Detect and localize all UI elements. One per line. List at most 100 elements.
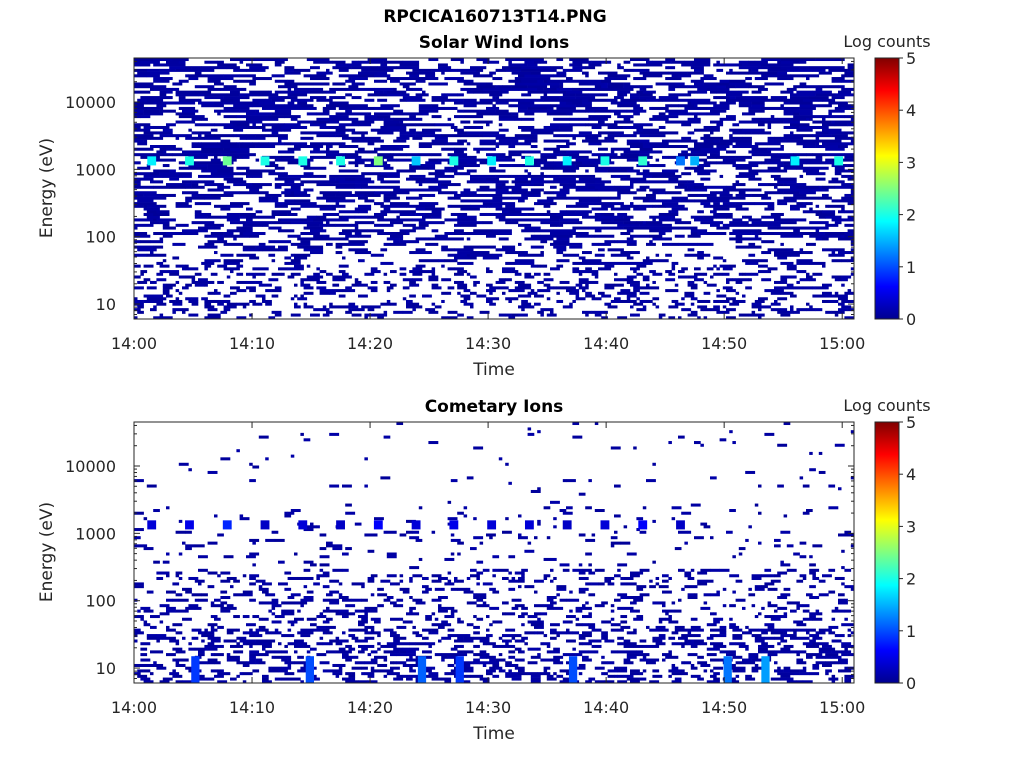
heatmap-cell	[322, 313, 330, 317]
heatmap-cell	[338, 106, 356, 110]
heatmap-cell	[278, 136, 288, 140]
heatmap-cell	[236, 280, 247, 284]
heatmap-cell	[134, 672, 141, 676]
heatmap-cell	[447, 93, 458, 97]
heatmap-cell	[201, 593, 208, 597]
heatmap-cell	[409, 166, 429, 170]
heatmap-cell	[498, 313, 506, 317]
heatmap-cell	[815, 308, 823, 312]
heatmap-cell	[303, 661, 308, 665]
heatmap-cell	[278, 85, 298, 89]
heatmap-cell	[566, 161, 583, 165]
heatmap-cell	[332, 544, 343, 548]
heatmap-cell	[505, 58, 522, 62]
heatmap-cell	[322, 585, 330, 589]
heatmap-cell	[172, 639, 180, 643]
heatmap-cell	[550, 631, 557, 635]
heatmap-cell	[511, 104, 532, 108]
heatmap-cell	[274, 63, 282, 67]
heatmap-cell	[505, 628, 516, 632]
heatmap-cell	[630, 283, 640, 287]
heatmap-cell	[354, 226, 359, 230]
heatmap-cell	[556, 251, 564, 255]
heatmap-cell	[508, 153, 522, 157]
heatmap-cell	[774, 609, 778, 613]
heatmap-cell	[489, 71, 496, 75]
heatmap-cell	[569, 590, 573, 594]
heatmap-cell	[274, 202, 285, 206]
heatmap-cell	[754, 653, 759, 657]
heatmap-cell	[396, 234, 404, 238]
heatmap-cell	[418, 153, 432, 157]
heatmap-cell	[345, 109, 352, 113]
heatmap-cell	[290, 677, 301, 681]
heatmap-cell	[201, 674, 205, 678]
heatmap-cell	[294, 207, 301, 211]
heatmap-cell	[281, 634, 285, 638]
heatmap-cell	[569, 232, 589, 236]
heatmap-cell	[742, 128, 762, 132]
heatmap-cell	[463, 639, 474, 643]
heatmap-cell	[652, 191, 660, 195]
heatmap-cell	[319, 204, 327, 208]
heatmap-cell	[441, 677, 452, 681]
heatmap-cell	[636, 164, 653, 168]
heatmap-cell	[806, 275, 813, 279]
heatmap-cell	[162, 145, 176, 149]
heatmap-cell	[329, 639, 340, 643]
heatmap-cell	[354, 169, 359, 173]
heatmap-cell	[204, 316, 212, 320]
heatmap-cell	[358, 123, 372, 127]
heatmap-cell	[226, 628, 237, 632]
heatmap-cell	[450, 212, 468, 216]
heatmap-cell	[431, 98, 452, 102]
heatmap-cell	[690, 90, 695, 94]
heatmap-cell	[822, 644, 832, 648]
heatmap-cell	[646, 644, 653, 648]
heatmap-cell	[150, 145, 164, 149]
heatmap-cell	[511, 188, 528, 192]
heatmap-cell	[850, 191, 855, 195]
heatmap-cell	[812, 120, 832, 124]
heatmap-cell	[719, 101, 736, 105]
heatmap-cell	[495, 85, 500, 89]
heatmap-cell	[322, 90, 327, 94]
heatmap-cell	[214, 204, 228, 208]
heatmap-cell	[146, 658, 151, 662]
heatmap-cell	[575, 96, 596, 100]
heatmap-cell	[188, 299, 199, 303]
heatmap-cell	[335, 642, 343, 646]
heatmap-cell	[374, 191, 391, 195]
heatmap-cell	[844, 680, 852, 684]
heatmap-cell	[441, 248, 455, 252]
heatmap-cell	[498, 123, 503, 127]
heatmap-cell	[623, 60, 631, 64]
heatmap-cell	[498, 636, 503, 640]
heatmap-cell	[409, 270, 420, 274]
heatmap-cell	[175, 574, 180, 578]
heatmap-cell	[370, 305, 381, 309]
heatmap-cell	[668, 145, 688, 149]
heatmap-cell	[329, 579, 340, 583]
heatmap-cell	[655, 680, 660, 684]
heatmap-cell	[745, 286, 752, 290]
heatmap-cell	[415, 634, 423, 638]
heatmap-cell	[518, 109, 535, 113]
heatmap-cell	[569, 155, 589, 159]
heatmap-cell	[438, 604, 442, 608]
heatmap-cell	[524, 585, 535, 589]
heatmap-cell	[223, 96, 237, 100]
heatmap-cell	[159, 134, 173, 138]
heatmap-cell	[514, 261, 535, 265]
heatmap-cell	[470, 674, 480, 678]
heatmap-cell	[370, 280, 378, 284]
heatmap-cell	[422, 674, 432, 678]
heatmap-cell	[553, 576, 557, 580]
heatmap-cell	[518, 579, 525, 583]
heatmap-cell	[777, 596, 788, 600]
heatmap-cell	[185, 297, 192, 301]
heatmap-cell	[534, 109, 554, 113]
heatmap-cell	[246, 286, 256, 290]
heatmap-cell	[342, 142, 346, 146]
